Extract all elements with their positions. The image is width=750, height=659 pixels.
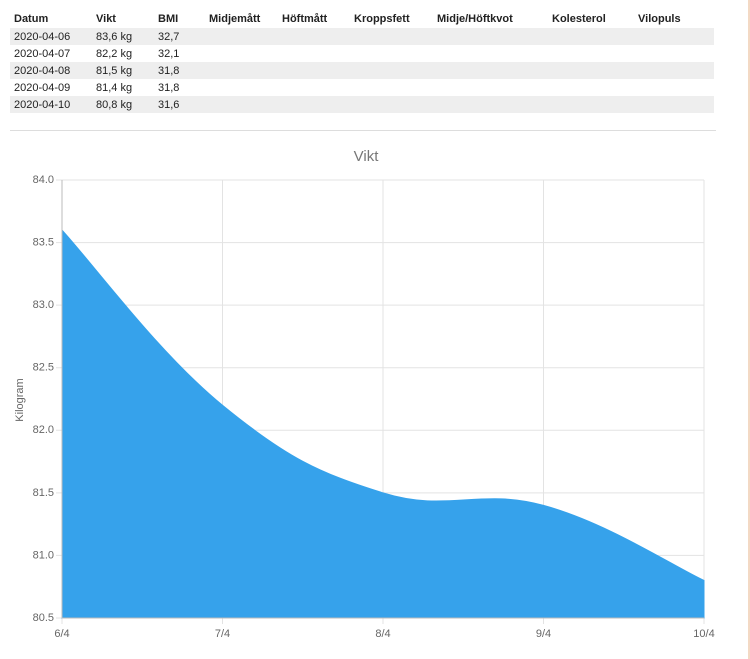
table-row: 2020-04-07 82,2 kg 32,1 bbox=[10, 45, 714, 62]
y-axis-label: Kilogram bbox=[14, 378, 26, 421]
empty-cell bbox=[278, 28, 350, 45]
table-cell: 2020-04-09 bbox=[14, 81, 71, 94]
y-tick-label: 83.0 bbox=[33, 299, 54, 311]
table-cell: 82,2 kg bbox=[96, 47, 133, 60]
empty-cell bbox=[278, 62, 350, 79]
column-header: Midje/Höftkvot bbox=[437, 12, 513, 25]
y-tick-label: 82.0 bbox=[33, 424, 54, 436]
x-tick-label: 6/4 bbox=[54, 628, 69, 640]
x-tick-label: 8/4 bbox=[375, 628, 390, 640]
empty-cell bbox=[350, 62, 433, 79]
chart-title: Vikt bbox=[354, 148, 380, 165]
column-header: BMI bbox=[158, 12, 179, 25]
y-tick-label: 81.0 bbox=[33, 549, 54, 561]
separator bbox=[10, 130, 716, 131]
x-tick-label: 7/4 bbox=[215, 628, 230, 640]
column-header: Vikt bbox=[96, 12, 116, 25]
empty-cell bbox=[205, 62, 278, 79]
empty-cell bbox=[634, 62, 714, 79]
empty-cell bbox=[548, 96, 634, 113]
x-tick-label: 10/4 bbox=[693, 628, 714, 640]
table-row: 2020-04-08 81,5 kg 31,8 bbox=[10, 62, 714, 79]
table-cell: 31,8 bbox=[154, 62, 205, 79]
table-cell: 81,4 kg bbox=[96, 81, 133, 94]
table-cell: 32,1 bbox=[158, 47, 180, 60]
table-cell: 81,5 kg bbox=[92, 62, 154, 79]
table-cell: 32,7 bbox=[154, 28, 205, 45]
y-tick-label: 84.0 bbox=[33, 174, 54, 186]
empty-cell bbox=[433, 28, 548, 45]
empty-cell bbox=[433, 96, 548, 113]
table-cell: 83,6 kg bbox=[92, 28, 154, 45]
y-tick-label: 82.5 bbox=[33, 362, 54, 374]
empty-cell bbox=[634, 28, 714, 45]
column-header: Kroppsfett bbox=[354, 12, 410, 25]
table-row: 2020-04-09 81,4 kg 31,8 bbox=[10, 79, 714, 96]
table-cell: 2020-04-08 bbox=[10, 62, 92, 79]
y-tick-label: 81.5 bbox=[33, 487, 54, 499]
column-header: Midjemått bbox=[209, 12, 261, 25]
empty-cell bbox=[548, 62, 634, 79]
column-header: Vilopuls bbox=[638, 12, 681, 25]
table-cell: 2020-04-10 bbox=[10, 96, 92, 113]
empty-cell bbox=[205, 96, 278, 113]
empty-cell bbox=[634, 96, 714, 113]
table-cell: 2020-04-06 bbox=[10, 28, 92, 45]
table-cell: 80,8 kg bbox=[92, 96, 154, 113]
column-header: Datum bbox=[14, 12, 49, 25]
y-tick-label: 80.5 bbox=[33, 612, 54, 624]
empty-cell bbox=[205, 28, 278, 45]
column-header: Kolesterol bbox=[552, 12, 606, 25]
table-cell: 2020-04-07 bbox=[14, 47, 71, 60]
table-cell: 31,8 bbox=[158, 81, 180, 94]
table-row: 2020-04-10 80,8 kg 31,6 bbox=[10, 96, 714, 113]
header-row: Datum Vikt BMI Midjemått Höftmått Kroppsfett M… bbox=[10, 9, 714, 28]
empty-cell bbox=[350, 96, 433, 113]
table-row: 2020-04-06 83,6 kg 32,7 bbox=[10, 28, 714, 45]
y-tick-label: 83.5 bbox=[33, 236, 54, 248]
data-table: Datum Vikt BMI Midjemått Höftmått Kroppsfett M… bbox=[10, 9, 714, 113]
empty-cell bbox=[433, 62, 548, 79]
empty-cell bbox=[548, 28, 634, 45]
empty-cell bbox=[278, 96, 350, 113]
area bbox=[61, 228, 705, 619]
table-cell: 31,6 bbox=[154, 96, 205, 113]
empty-cell bbox=[350, 28, 433, 45]
column-header: Höftmått bbox=[282, 12, 328, 25]
x-tick-label: 9/4 bbox=[536, 628, 551, 640]
